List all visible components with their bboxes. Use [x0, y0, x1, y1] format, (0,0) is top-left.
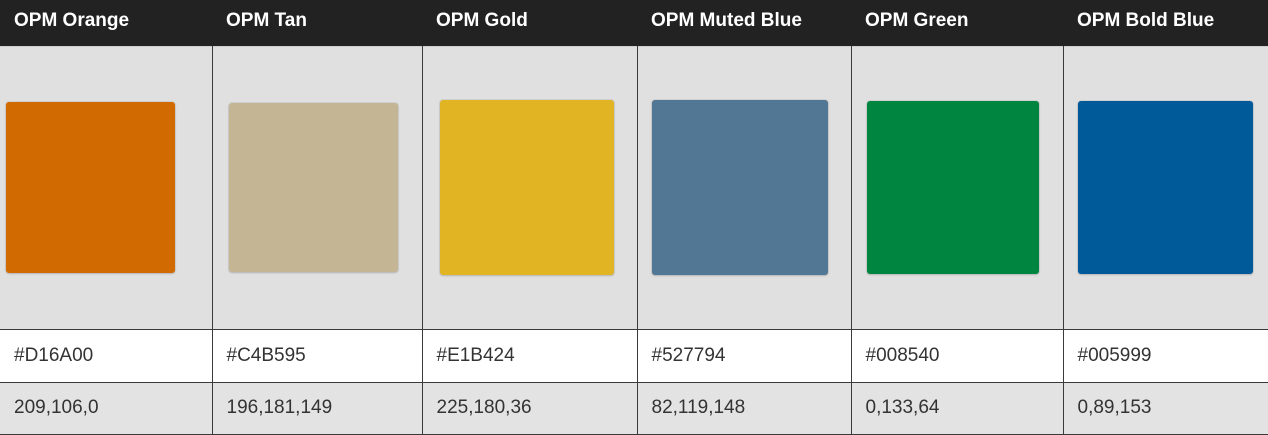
rgb-value: 82,119,148: [637, 381, 852, 435]
color-name-header: OPM Green: [851, 0, 1063, 46]
swatch-cell: [212, 45, 423, 329]
rgb-value: 209,106,0: [0, 381, 213, 435]
color-swatch: [6, 102, 175, 273]
rgb-value: 0,89,153: [1063, 381, 1268, 435]
color-swatch: [651, 100, 828, 275]
rgb-value: 225,180,36: [422, 381, 638, 435]
swatch-cell: [0, 45, 213, 329]
swatch-cell: [637, 45, 852, 329]
rgb-row: 209,106,0 196,181,149 225,180,36 82,119,…: [0, 381, 1268, 435]
swatch-cell: [1063, 45, 1268, 329]
header-row: OPM Orange OPM Tan OPM Gold OPM Muted Bl…: [0, 0, 1268, 46]
hex-value: #005999: [1063, 328, 1268, 382]
hex-value: #E1B424: [422, 328, 638, 382]
color-name-header: OPM Bold Blue: [1063, 0, 1268, 46]
swatch-cell: [851, 45, 1064, 329]
color-swatch: [439, 100, 614, 275]
hex-value: #527794: [637, 328, 852, 382]
swatch-cell: [422, 45, 638, 329]
color-name-header: OPM Muted Blue: [637, 0, 851, 46]
rgb-value: 0,133,64: [851, 381, 1064, 435]
hex-value: #D16A00: [0, 328, 213, 382]
color-swatch: [228, 103, 398, 272]
hex-value: #008540: [851, 328, 1064, 382]
hex-value: #C4B595: [212, 328, 423, 382]
color-name-header: OPM Orange: [0, 0, 212, 46]
swatch-row: [0, 45, 1268, 329]
hex-row: #D16A00 #C4B595 #E1B424 #527794 #008540 …: [0, 328, 1268, 382]
rgb-value: 196,181,149: [212, 381, 423, 435]
color-name-header: OPM Tan: [212, 0, 422, 46]
color-name-header: OPM Gold: [422, 0, 637, 46]
color-swatch: [1077, 101, 1253, 274]
color-swatch: [866, 101, 1039, 274]
